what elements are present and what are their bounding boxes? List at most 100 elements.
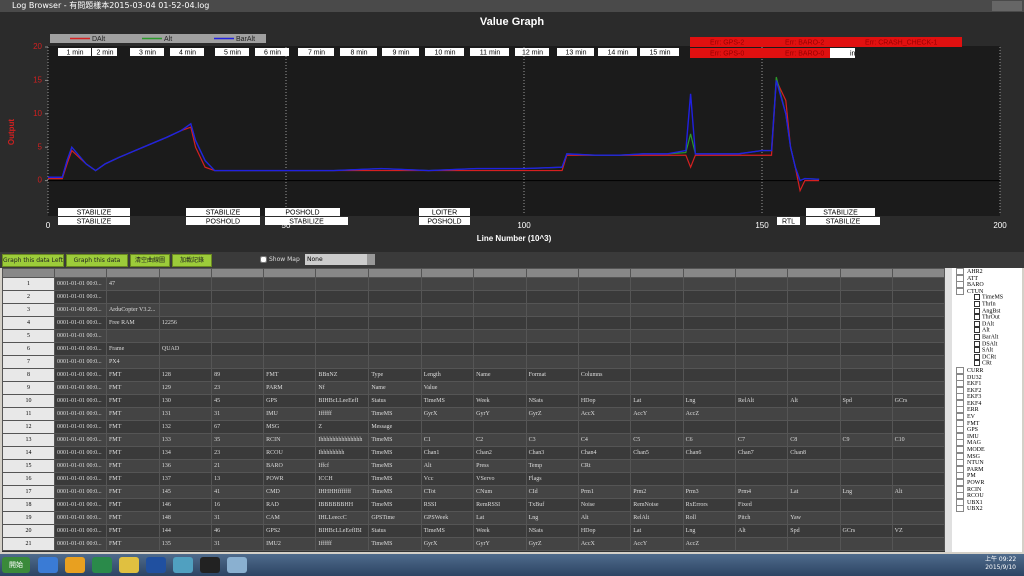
tree-item[interactable]: MSG <box>952 452 1022 460</box>
table-row[interactable]: 9 0001-01-01 00:0... FMT 129 23 PARM Nf Name Val… <box>2 381 945 395</box>
table-row[interactable]: 1 0001-01-01 00:0... 47 <box>2 277 945 291</box>
toolbar-button[interactable]: 加載記錄 <box>172 254 212 267</box>
tree-checkbox[interactable] <box>974 314 980 321</box>
tree-child[interactable]: DCRt <box>952 353 1022 361</box>
table-cell: 0001-01-01 00:0... <box>54 472 107 486</box>
table-row[interactable]: 14 0001-01-01 00:0... FMT 134 23 RCOU Ihhhhhhh… <box>2 446 945 460</box>
table-cell: Name <box>368 381 422 395</box>
select[interactable]: None <box>305 254 375 265</box>
table-row[interactable]: 7 0001-01-01 00:0... PX4 <box>2 355 945 369</box>
taskbar-icon[interactable] <box>92 557 112 573</box>
table-row[interactable]: 2 0001-01-01 00:0... <box>2 290 945 304</box>
table-row[interactable]: 11 0001-01-01 00:0... FMT 131 31 IMU Iffffff Ti… <box>2 407 945 421</box>
table-cell <box>682 368 737 382</box>
tree-item[interactable]: FMT <box>952 419 1022 427</box>
table-row[interactable]: 21 0001-01-01 00:0... FMT 135 31 IMU2 Iffffff T… <box>2 537 945 551</box>
tree-item[interactable]: EKF4 <box>952 399 1022 407</box>
table-cell: 144 <box>158 524 213 538</box>
tree-checkbox[interactable] <box>974 307 980 314</box>
tree-checkbox[interactable] <box>974 360 980 367</box>
table-row[interactable]: 19 0001-01-01 00:0... FMT 148 31 CAM IHLLeeccC… <box>2 511 945 525</box>
tree-checkbox[interactable] <box>974 294 980 301</box>
taskbar-icon[interactable] <box>227 557 247 573</box>
table-row[interactable]: 13 0001-01-01 00:0... FMT 133 35 RCIN Ihhhhhhh… <box>2 433 945 447</box>
checkbox[interactable] <box>260 256 267 263</box>
tree-item[interactable]: UBX2 <box>952 505 1022 513</box>
scrollbar[interactable] <box>945 268 952 552</box>
table-row[interactable]: 10 0001-01-01 00:0... FMT 130 45 GPS BIHBcLLee… <box>2 394 945 408</box>
toolbar-button[interactable]: Graph this data Right <box>66 254 128 275</box>
tree-item[interactable]: RCIN <box>952 485 1022 493</box>
tree-item[interactable]: UBX1 <box>952 498 1022 506</box>
error-marker <box>690 48 765 58</box>
table-row[interactable]: 17 0001-01-01 00:0... FMT 145 41 CMD IHHHHffff… <box>2 485 945 499</box>
tree-checkbox[interactable] <box>974 300 980 307</box>
tree-item[interactable]: AHR2 <box>952 268 1022 275</box>
tree-item[interactable]: CURR <box>952 366 1022 374</box>
tree-child[interactable]: DAlt <box>952 320 1022 328</box>
tree-child[interactable]: SAlt <box>952 347 1022 354</box>
tree-checkbox[interactable] <box>974 347 980 354</box>
table-row[interactable]: 15 0001-01-01 00:0... FMT 136 21 BARO Iffcf Tim… <box>2 459 945 473</box>
tree-item[interactable]: EKF1 <box>952 380 1022 388</box>
tree-item[interactable]: NTUN <box>952 459 1022 467</box>
taskbar-icon[interactable] <box>38 557 58 573</box>
tree-item[interactable]: ATT <box>952 274 1022 282</box>
tree-checkbox[interactable] <box>974 320 980 327</box>
table-row[interactable]: 18 0001-01-01 00:0... FMT 146 16 RAD IBBBBBBHH… <box>2 498 945 512</box>
table-row[interactable]: 8 0001-01-01 00:0... FMT 128 89 FMT BBnNZ Type L… <box>2 368 945 382</box>
show-map[interactable]: Show Map <box>260 254 300 265</box>
table-cell <box>682 472 737 486</box>
tree-item[interactable]: EKF3 <box>952 393 1022 401</box>
tree-item[interactable]: RCOU <box>952 492 1022 500</box>
taskbar-icon[interactable] <box>200 557 220 573</box>
start-button[interactable]: 開始 <box>2 557 30 573</box>
table-row[interactable]: 4 0001-01-01 00:0... Free RAM 12256 <box>2 316 945 330</box>
tree-item[interactable]: PARM <box>952 465 1022 473</box>
tree-item[interactable]: PM <box>952 472 1022 480</box>
tree-child[interactable]: BarAlt <box>952 333 1022 341</box>
window-buttons[interactable] <box>992 1 1022 11</box>
tree-child[interactable]: CRt <box>952 360 1022 367</box>
taskbar-icon[interactable] <box>119 557 139 573</box>
table-row[interactable]: 12 0001-01-01 00:0... FMT 132 67 MSG Z Message <box>2 420 945 434</box>
table-cell <box>473 329 527 343</box>
tree-item[interactable]: IMU <box>952 432 1022 440</box>
tree-child[interactable]: ThrIn <box>952 300 1022 308</box>
tree-item[interactable]: MODE <box>952 446 1022 454</box>
header-cell <box>263 268 317 278</box>
table-row[interactable]: 5 0001-01-01 00:0... <box>2 329 945 343</box>
tree-item[interactable]: CTUN <box>952 287 1022 295</box>
tree-checkbox[interactable] <box>974 327 980 334</box>
tree-checkbox[interactable] <box>974 353 980 360</box>
tree-item[interactable]: GPS <box>952 426 1022 434</box>
table-row[interactable]: 6 0001-01-01 00:0... Frame QUAD <box>2 342 945 356</box>
table-cell <box>263 303 317 317</box>
tree-item[interactable]: EV <box>952 413 1022 421</box>
tree-item[interactable]: ERR <box>952 406 1022 414</box>
tree-item[interactable]: MAG <box>952 439 1022 447</box>
taskbar-icon[interactable] <box>173 557 193 573</box>
tree-item[interactable]: DU32 <box>952 373 1022 381</box>
tree-child[interactable]: TimeMS <box>952 294 1022 301</box>
toolbar-button[interactable]: 清空曲線圖 <box>130 254 170 267</box>
taskbar-icon[interactable] <box>65 557 85 573</box>
tree-label: EKF3 <box>967 394 982 401</box>
tree-item[interactable]: EKF2 <box>952 386 1022 394</box>
table-cell <box>787 407 841 421</box>
tree-checkbox[interactable] <box>974 340 980 347</box>
table-row[interactable]: 20 0001-01-01 00:0... FMT 144 46 GPS2 BIHBcLLe… <box>2 524 945 538</box>
tree-child[interactable]: ThrOut <box>952 314 1022 321</box>
table-row[interactable]: 3 0001-01-01 00:0... ArduCopter V3.2... <box>2 303 945 317</box>
table-cell: VServo <box>473 472 527 486</box>
tree-child[interactable]: AngBst <box>952 307 1022 315</box>
tree-item[interactable]: BARO <box>952 281 1022 289</box>
time-marker-label: 13 min <box>565 49 586 56</box>
tree-child[interactable]: Alt <box>952 327 1022 334</box>
table-row[interactable]: 16 0001-01-01 00:0... FMT 137 13 POWR ICCH Time… <box>2 472 945 486</box>
taskbar-icon[interactable] <box>146 557 166 573</box>
toolbar-button[interactable]: Graph this data Left <box>2 254 64 267</box>
tree-checkbox[interactable] <box>974 333 980 340</box>
tree-item[interactable]: POWR <box>952 479 1022 486</box>
tree-child[interactable]: DSAlt <box>952 340 1022 348</box>
